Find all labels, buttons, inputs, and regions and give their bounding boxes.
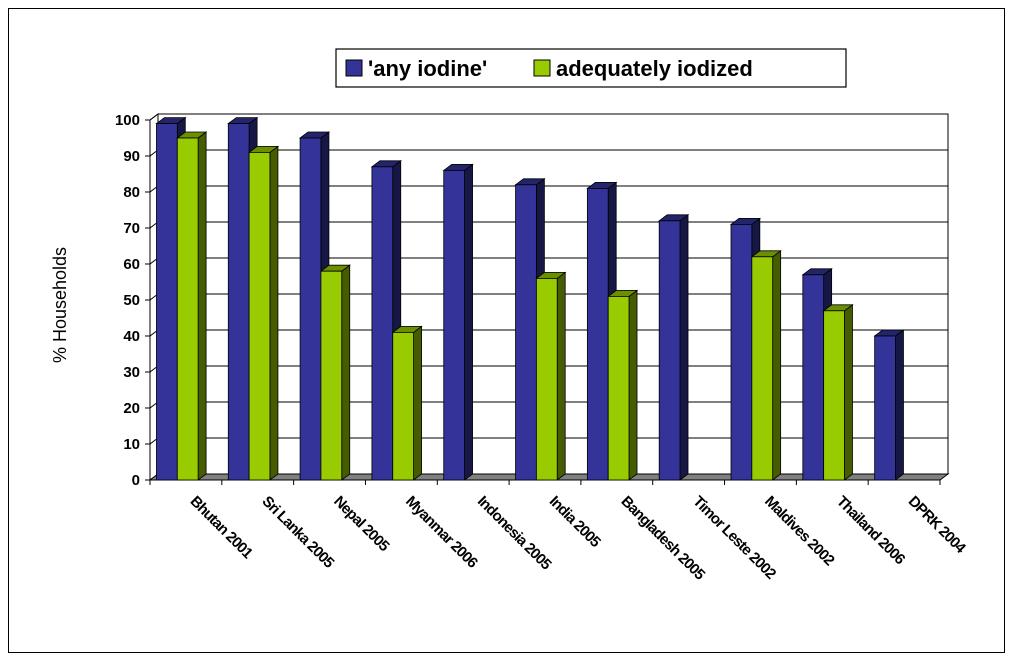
bar-adequately-iodized xyxy=(248,151,271,481)
bar-any-iodine xyxy=(227,123,250,481)
y-tick-label: 10 xyxy=(123,436,140,453)
bar-any-iodine xyxy=(586,187,609,481)
bar-adequately-iodized xyxy=(823,310,845,481)
bar-adequately-iodized xyxy=(392,331,414,481)
bar-any-iodine xyxy=(299,137,322,481)
x-category-label: Indonesia 2005 xyxy=(474,493,554,573)
y-tick-label: 60 xyxy=(123,256,140,273)
x-category-label: Maldives 2002 xyxy=(761,493,837,569)
bar-any-iodine xyxy=(443,169,465,481)
bar-any-iodine xyxy=(802,274,825,481)
bar-any-iodine xyxy=(515,184,537,481)
bar-adequately-iodized xyxy=(320,270,343,481)
bar-adequately-iodized xyxy=(176,137,199,481)
bar-any-iodine xyxy=(658,220,681,481)
y-tick-label: 20 xyxy=(123,400,140,417)
legend-swatch-any-iodine xyxy=(345,59,363,77)
bar-any-iodine-side xyxy=(679,214,689,481)
bar-any-iodine xyxy=(874,335,896,481)
bar-adequately-iodized-side xyxy=(269,145,279,481)
bar-any-iodine xyxy=(371,166,394,481)
x-category-label: Sri Lanka 2005 xyxy=(258,493,337,572)
y-tick-label: 100 xyxy=(115,112,140,129)
bar-adequately-iodized xyxy=(607,295,630,481)
bar-adequately-iodized-side xyxy=(628,289,638,481)
bar-adequately-iodized xyxy=(535,277,558,481)
y-tick-label: 90 xyxy=(123,148,140,165)
x-category-label: Bhutan 2001 xyxy=(187,493,256,562)
bar-adequately-iodized-side xyxy=(772,250,782,481)
x-category-label: Myanmar 2006 xyxy=(402,493,481,572)
bar-adequately-iodized-side xyxy=(197,131,207,481)
legend-box xyxy=(335,48,847,88)
bar-any-iodine-side xyxy=(464,163,473,481)
y-tick-label: 50 xyxy=(123,292,140,309)
y-axis-title: % Households xyxy=(50,247,70,363)
x-category-label: India 2005 xyxy=(546,493,604,551)
legend-label-adequately-iodized: adequately iodized xyxy=(556,56,753,81)
legend-label-any-iodine: 'any iodine' xyxy=(368,56,487,81)
y-tick-label: 40 xyxy=(123,328,140,345)
bar-adequately-iodized-side xyxy=(844,303,853,481)
bar-any-iodine xyxy=(730,223,753,481)
x-category-label: DPRK 2004 xyxy=(905,493,970,558)
bar-any-iodine xyxy=(156,123,178,481)
legend-swatch-adequately-iodized xyxy=(533,59,551,77)
legend: 'any iodine' adequately iodized xyxy=(335,48,847,88)
plot-area: 0 10 20 30 40 50 60 70 80 90 100 Bhutan 2001 Sri Lan… xyxy=(115,112,969,583)
bar-adequately-iodized-side xyxy=(556,271,566,481)
y-tick-label: 30 xyxy=(123,364,140,381)
bar-any-iodine-side xyxy=(895,329,904,481)
bar-adequately-iodized-side xyxy=(341,264,351,481)
bar-adequately-iodized xyxy=(751,256,774,481)
bar-adequately-iodized-side xyxy=(413,325,422,481)
y-tick-label: 0 xyxy=(132,472,140,489)
x-category-label: Thailand 2006 xyxy=(833,493,908,568)
y-tick-label: 70 xyxy=(123,220,140,237)
y-tick-label: 80 xyxy=(123,184,140,201)
gridline-side xyxy=(149,113,159,121)
x-category-label: Nepal 2005 xyxy=(330,493,392,555)
